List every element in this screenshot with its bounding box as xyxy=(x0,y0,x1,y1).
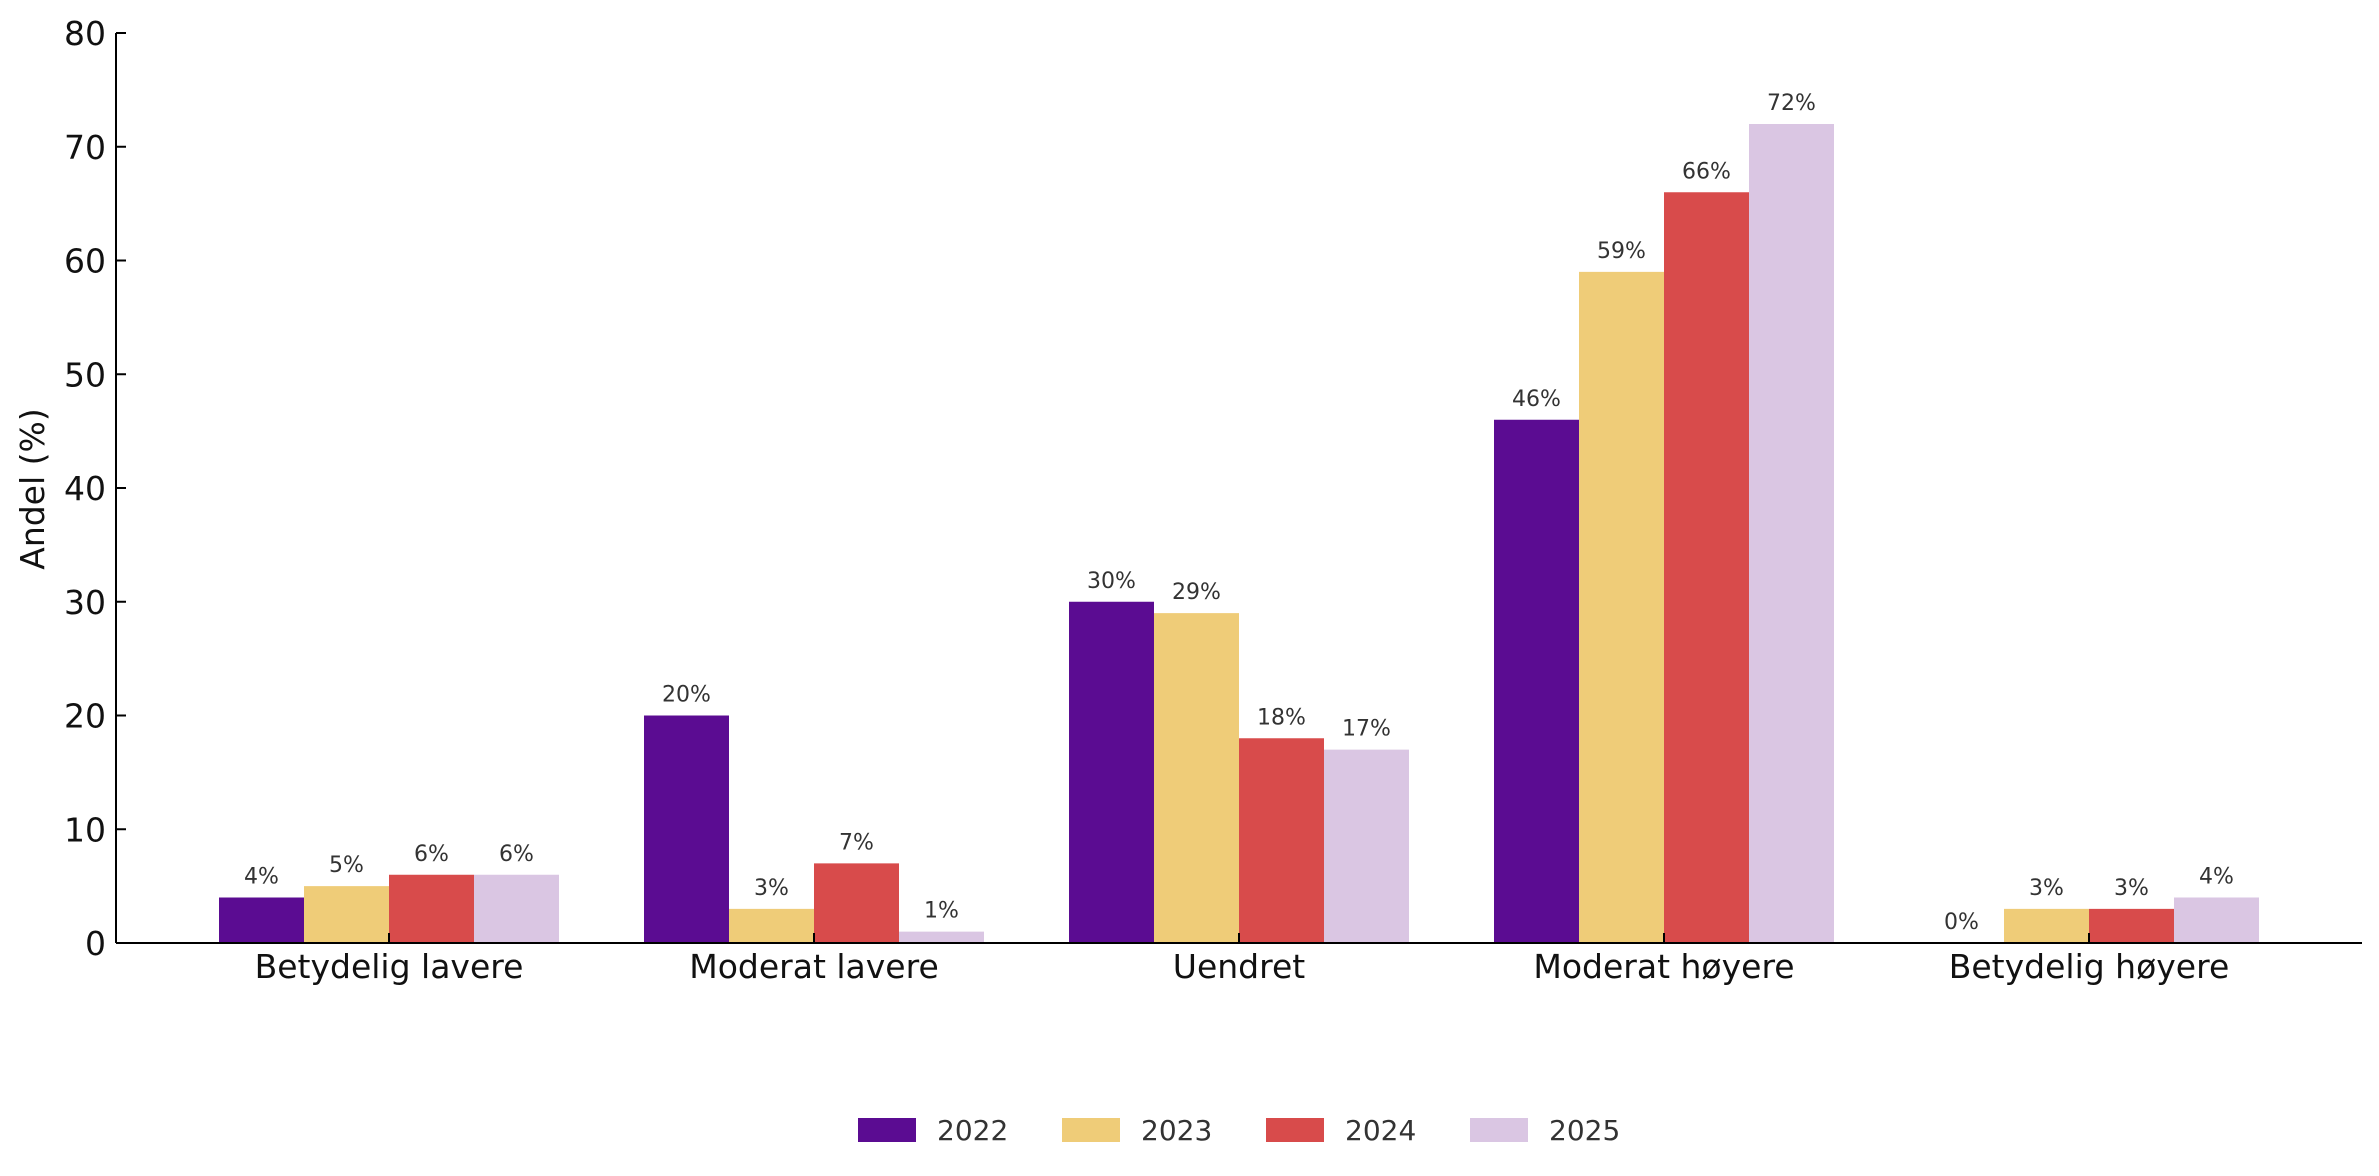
bar-2022-4 xyxy=(1494,419,1579,943)
legend-swatch-2024 xyxy=(1266,1118,1324,1142)
bar-2024-3 xyxy=(1239,738,1324,943)
bar-2025-1 xyxy=(474,874,559,943)
data-label: 30% xyxy=(1087,569,1136,594)
legend-label-2022: 2022 xyxy=(937,1114,1008,1147)
x-tick-label: Uendret xyxy=(1173,947,1305,986)
data-label: 20% xyxy=(662,683,711,708)
data-label: 6% xyxy=(414,842,449,867)
data-label: 4% xyxy=(244,865,279,890)
legend-label-2023: 2023 xyxy=(1141,1114,1212,1147)
bar-2023-2 xyxy=(729,908,814,943)
legend: 2022 2023 2024 2025 xyxy=(858,1114,1620,1147)
bar-2022-1 xyxy=(219,897,304,943)
bar-2025-4 xyxy=(1749,124,1834,943)
data-label: 46% xyxy=(1512,387,1561,412)
bar-2023-4 xyxy=(1579,271,1664,943)
bar-2025-5 xyxy=(2174,897,2259,943)
y-tick-label: 0 xyxy=(85,924,106,963)
plot-area: 4% 20% 30% 46% 0% 5% 3% 29% 59% 3% 6% 7% 18% 66% 3% 6% 1… xyxy=(64,14,2362,986)
y-tick-label: 20 xyxy=(64,697,106,736)
data-label: 3% xyxy=(2029,876,2064,901)
data-label: 1% xyxy=(924,899,959,924)
x-tick-label: Moderat høyere xyxy=(1533,947,1794,986)
bar-2025-3 xyxy=(1324,749,1409,943)
data-label: 66% xyxy=(1682,159,1731,184)
y-tick-label: 60 xyxy=(64,242,106,281)
y-axis-title: Andel (%) xyxy=(13,408,52,570)
y-tick-label: 50 xyxy=(64,355,106,394)
bar-2022-3 xyxy=(1069,601,1154,943)
legend-swatch-2025 xyxy=(1470,1118,1528,1142)
bar-2022-2 xyxy=(644,715,729,943)
data-label: 72% xyxy=(1767,91,1816,116)
bar-2024-5 xyxy=(2089,908,2174,943)
x-tick-label: Moderat lavere xyxy=(689,947,939,986)
data-label: 17% xyxy=(1342,717,1391,742)
x-tick-label: Betydelig høyere xyxy=(1949,947,2230,986)
legend-label-2024: 2024 xyxy=(1345,1114,1416,1147)
y-tick-label: 80 xyxy=(64,14,106,53)
y-tick-label: 40 xyxy=(64,469,106,508)
bar-2024-4 xyxy=(1664,192,1749,943)
data-label: 7% xyxy=(839,830,874,855)
data-label: 4% xyxy=(2199,865,2234,890)
bar-2023-5 xyxy=(2004,908,2089,943)
bar-2024-1 xyxy=(389,874,474,943)
data-label: 18% xyxy=(1257,705,1306,730)
bar-2024-2 xyxy=(814,863,899,943)
data-label: 59% xyxy=(1597,239,1646,264)
data-label: 6% xyxy=(499,842,534,867)
bar-2023-1 xyxy=(304,886,389,943)
data-label: 5% xyxy=(329,853,364,878)
legend-swatch-2022 xyxy=(858,1118,916,1142)
x-tick-label: Betydelig lavere xyxy=(255,947,524,986)
legend-swatch-2023 xyxy=(1062,1118,1120,1142)
y-tick-label: 70 xyxy=(64,128,106,167)
data-label: 3% xyxy=(754,876,789,901)
legend-label-2025: 2025 xyxy=(1549,1114,1620,1147)
y-tick-label: 10 xyxy=(64,810,106,849)
bar-2023-3 xyxy=(1154,613,1239,943)
data-label: 3% xyxy=(2114,876,2149,901)
data-label: 0% xyxy=(1944,910,1979,935)
y-tick-label: 30 xyxy=(64,583,106,622)
bar-2025-2 xyxy=(899,931,984,943)
data-label: 29% xyxy=(1172,580,1221,605)
